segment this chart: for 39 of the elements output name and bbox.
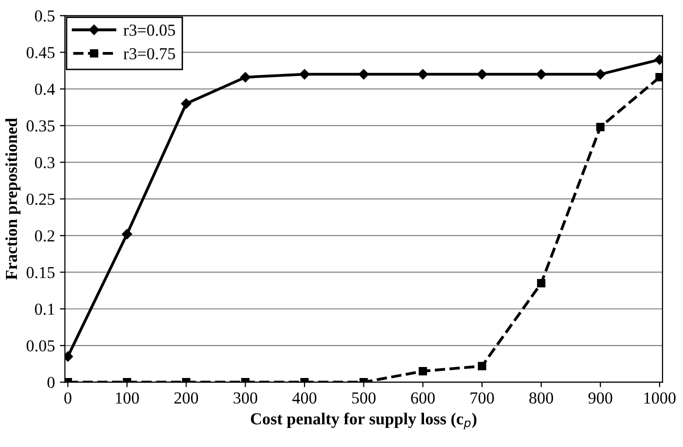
point xyxy=(655,73,663,82)
y-tick-label: 0.15 xyxy=(26,266,55,278)
y-tick-label: 0.45 xyxy=(26,47,55,58)
point xyxy=(537,279,546,288)
x-tick-label: 800 xyxy=(529,392,554,404)
x-tick-label: 1000 xyxy=(644,392,676,404)
x-tick-label: 500 xyxy=(352,392,376,404)
point xyxy=(181,98,192,109)
y-tick-label: 0.4 xyxy=(34,84,55,95)
y-tick-label: 0.05 xyxy=(26,340,55,352)
point xyxy=(418,69,428,80)
y-tick-label: 0 xyxy=(47,376,55,388)
x-tick-label: 200 xyxy=(174,392,198,404)
y-tick-label: 0.35 xyxy=(26,120,55,132)
point xyxy=(595,69,606,80)
x-tick-label: 900 xyxy=(588,392,612,404)
legend-label: r3=0.05 xyxy=(124,24,176,36)
x-tick-label: 600 xyxy=(411,392,435,404)
point xyxy=(299,69,310,80)
y-tick-label: 0.5 xyxy=(34,10,55,22)
x-tick-label: 100 xyxy=(116,392,139,404)
x-axis-title: Cost penalty for supply loss (c$_{p}$) xyxy=(250,412,476,430)
y-tick-label: 0.3 xyxy=(34,156,55,168)
point xyxy=(122,228,132,240)
point xyxy=(358,69,369,80)
x-tick-label: 700 xyxy=(470,392,494,404)
point xyxy=(240,72,250,82)
x-tick-label: 400 xyxy=(292,392,316,404)
y-tick-label: 0.25 xyxy=(26,194,55,205)
point xyxy=(476,69,488,80)
x-tick-label: 300 xyxy=(234,392,258,404)
y-tick-label: 0.1 xyxy=(34,304,54,315)
point xyxy=(596,122,605,132)
point xyxy=(654,54,663,65)
x-tick-label: 0 xyxy=(64,392,72,404)
y-tick-label: 0.2 xyxy=(34,230,54,242)
legend-label: r3=0.75 xyxy=(124,48,176,60)
point xyxy=(536,69,546,80)
y-axis-title: Fraction prepositioned xyxy=(5,118,20,280)
